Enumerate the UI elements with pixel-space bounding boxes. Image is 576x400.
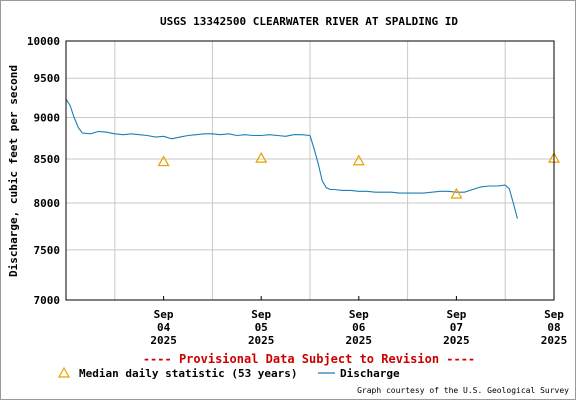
- y-tick-label: 9500: [34, 72, 61, 85]
- legend-median-label: Median daily statistic (53 years): [79, 367, 298, 380]
- x-tick-label: Sep: [446, 308, 466, 321]
- y-tick-label: 10000: [27, 35, 60, 48]
- y-tick-label: 7500: [34, 244, 61, 257]
- median-marker: [352, 154, 365, 166]
- median-markers: [157, 151, 561, 199]
- plot-frame: [65, 40, 555, 301]
- chart-title: USGS 13342500 CLEARWATER RIVER AT SPALDI…: [160, 15, 458, 28]
- x-tick-label: Sep: [544, 308, 564, 321]
- x-tick-label: 07: [450, 321, 463, 334]
- grid-layer: [66, 40, 555, 301]
- legend-discharge-label: Discharge: [340, 367, 400, 380]
- credit-text: Graph courtesy of the U.S. Geological Su…: [357, 386, 569, 395]
- x-tick-label: 2025: [541, 334, 568, 347]
- x-tick-label: 2025: [346, 334, 373, 347]
- y-tick-label: 8500: [34, 153, 61, 166]
- x-tick-labels: Sep042025Sep052025Sep062025Sep072025Sep0…: [150, 308, 567, 347]
- legend: Median daily statistic (53 years) Discha…: [57, 366, 400, 380]
- discharge-line: [65, 98, 518, 219]
- y-tick-label: 9000: [34, 112, 61, 125]
- y-tick-label: 7000: [34, 294, 61, 307]
- median-marker: [255, 151, 268, 163]
- series-layer: [65, 98, 518, 219]
- x-tick-label: 2025: [248, 334, 275, 347]
- y-tick-labels: 7000 7500 8000 8500 9000 9500 10000: [27, 35, 60, 307]
- median-marker: [450, 187, 463, 199]
- x-tick-label: Sep: [251, 308, 271, 321]
- x-tick-label: 06: [352, 321, 366, 334]
- provisional-note: ---- Provisional Data Subject to Revisio…: [143, 352, 475, 366]
- y-tick-label: 8000: [34, 197, 61, 210]
- x-tick-label: 2025: [443, 334, 470, 347]
- y-axis-label: Discharge, cubic feet per second: [7, 65, 20, 277]
- x-tick-label: 05: [255, 321, 268, 334]
- x-tick-label: Sep: [154, 308, 174, 321]
- legend-median-marker: [57, 366, 71, 378]
- x-tick-label: 08: [547, 321, 560, 334]
- x-tick-label: 04: [157, 321, 171, 334]
- x-tick-label: 2025: [150, 334, 177, 347]
- median-marker: [157, 155, 170, 167]
- x-tick-label: Sep: [349, 308, 369, 321]
